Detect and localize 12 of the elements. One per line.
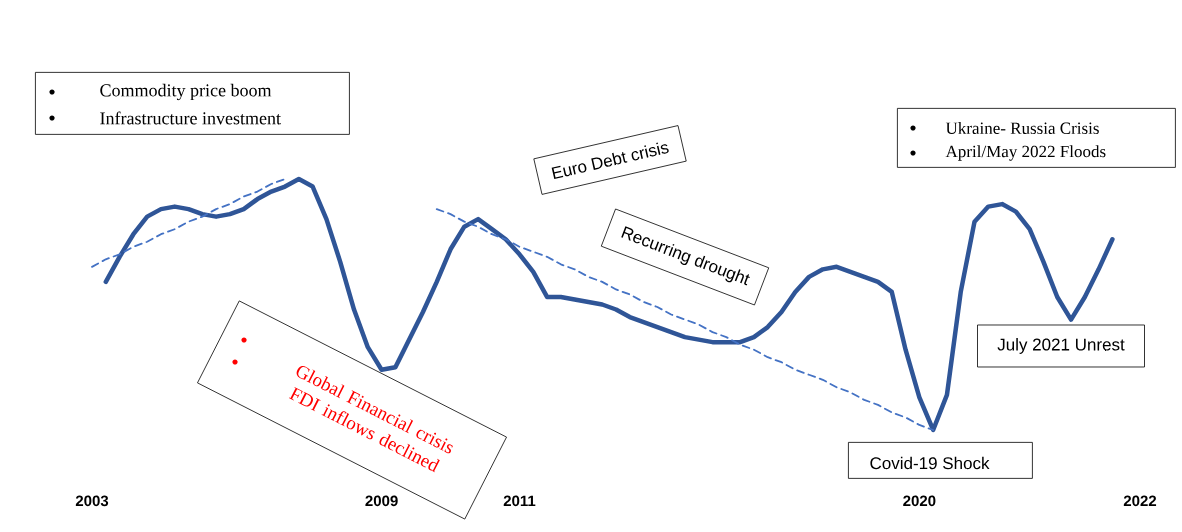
annotation: Euro Debt crisis (551, 142, 669, 180)
text: Commodity price boom (100, 83, 272, 101)
x-tick-label: 2011 (503, 495, 536, 507)
x-tick-label: 2003 (75, 495, 109, 507)
annotation: July 2021 Unrest (997, 338, 1125, 354)
text: Infrastructure investment (100, 111, 281, 125)
text: April/May 2022 Floods (945, 145, 1106, 161)
x-tick-label: 2022 (1123, 495, 1157, 507)
text: Ukraine- Russia Crisis (945, 122, 1099, 134)
x-tick-label: 2009 (365, 495, 398, 507)
x-tick-label: 2020 (903, 495, 936, 507)
text: Covid-19 Shock (870, 456, 990, 470)
